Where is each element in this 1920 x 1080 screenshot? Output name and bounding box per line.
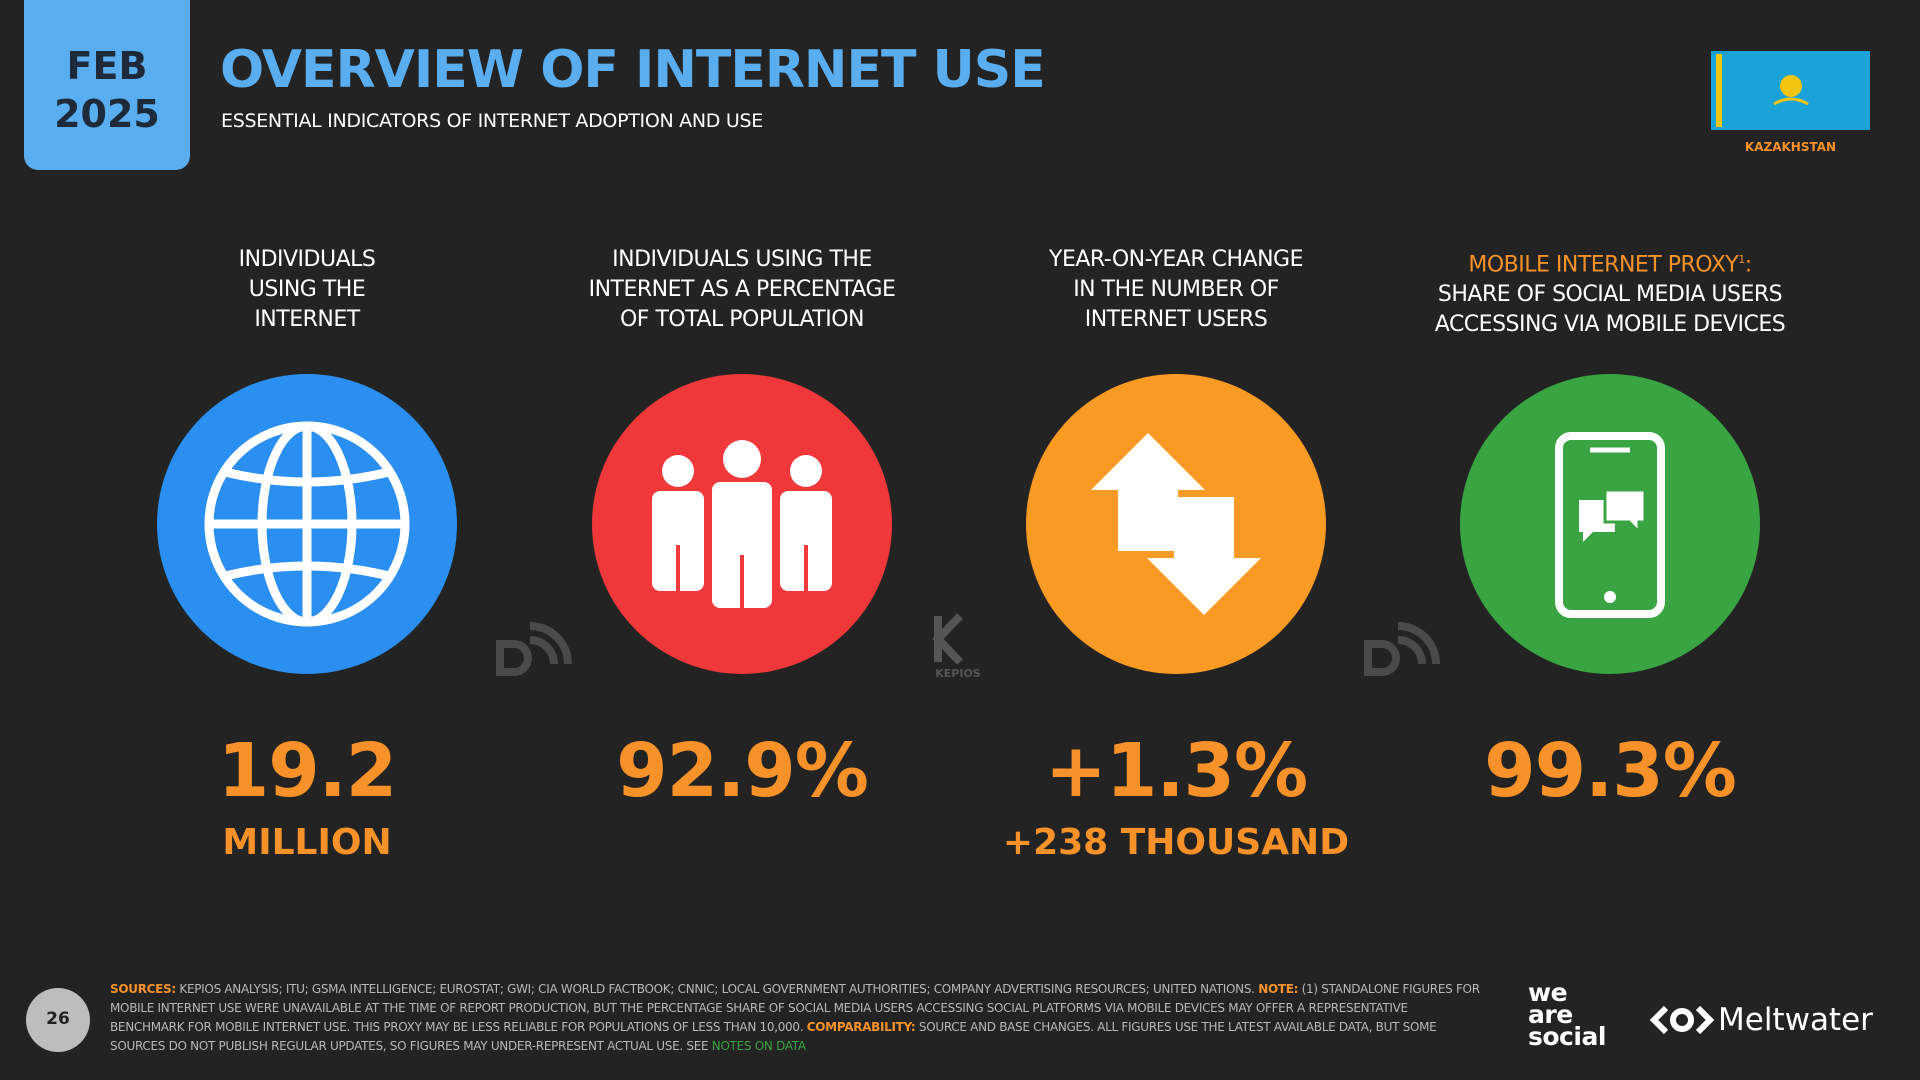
label-line: INDIVIDUALS USING THE [612,247,872,272]
label-line: ACCESSING VIA MOBILE DEVICES [1434,312,1786,338]
card-unit: +238 THOUSAND [1002,822,1350,863]
label-line: MOBILE INTERNET PROXY1: [1400,245,1820,280]
card-label: MOBILE INTERNET PROXY1: SHARE OF SOCIAL … [1400,245,1820,340]
we-are-social-logo: we are social [1528,978,1606,1051]
globe-icon [157,374,457,674]
logo-line: are [1528,1000,1573,1029]
label-line: INTERNET USERS [1084,307,1268,332]
watermark-label: KEPIOS [935,667,981,680]
note-label: NOTE: [1258,982,1299,996]
meltwater-logo: Meltwater [1718,1002,1873,1038]
title: OVERVIEW OF INTERNET USE [220,40,1046,100]
label-line: USING THE [248,277,366,302]
note-text: (1) STANDALONE FIGURES FOR MOBILE INTERN… [110,982,1480,1034]
card-label: INDIVIDUALS USING THE INTERNET AS A PERC… [532,245,952,335]
label-line: OF TOTAL POPULATION [619,307,865,332]
label-line: INTERNET AS A PERCENTAGE [588,277,896,302]
label-line: IN THE NUMBER OF [1073,277,1279,302]
date-label: FEB 2025 [24,42,190,138]
subtitle: ESSENTIAL INDICATORS OF INTERNET ADOPTIO… [221,110,763,132]
comparability-label: COMPARABILITY: [806,1020,916,1034]
sources-label: SOURCES: [110,982,176,996]
card-value: +1.3% [1044,728,1308,814]
card-unit: MILLION [222,822,392,863]
label-line: YEAR-ON-YEAR CHANGE [1049,247,1303,272]
watermark-icons [496,613,1440,676]
card-value: 99.3% [1484,728,1737,814]
comparability-text: SOURCE AND BASE CHANGES. ALL FIGURES USE… [110,1020,1437,1053]
label-line: INDIVIDUALS [238,247,376,272]
country-label: KAZAKHSTAN [1744,140,1837,154]
meltwater-icon [1649,1005,1715,1035]
card-label: INDIVIDUALS USING THE INTERNET [97,245,517,335]
note-ref: 1 [1738,253,1745,266]
label-line: INTERNET [254,307,360,332]
flag [1711,51,1870,130]
footnotes: SOURCES: KEPIOS ANALYSIS; ITU; GSMA INTE… [110,980,1485,1056]
logo-line: we [1528,978,1568,1007]
label-highlight: MOBILE INTERNET PROXY [1468,252,1739,278]
date-box [24,0,190,170]
date-year: 2025 [54,92,160,136]
card-value: 92.9% [616,728,869,814]
people-icon [592,374,892,674]
page-number: 26 [46,1009,70,1029]
label-line: SHARE OF SOCIAL MEDIA USERS [1437,282,1783,308]
card-value: 19.2 [217,728,398,814]
logo-line: social [1528,1022,1606,1051]
phone-icon [1460,374,1760,674]
sources-text: KEPIOS ANALYSIS; ITU; GSMA INTELLIGENCE;… [179,982,1255,996]
page-badge [26,988,90,1052]
arrows-icon [1026,374,1326,674]
card-label: YEAR-ON-YEAR CHANGE IN THE NUMBER OF INT… [966,245,1386,335]
label-highlight: : [1744,252,1752,278]
notes-link[interactable]: NOTES ON DATA [711,1039,806,1053]
date-month: FEB [66,44,148,88]
